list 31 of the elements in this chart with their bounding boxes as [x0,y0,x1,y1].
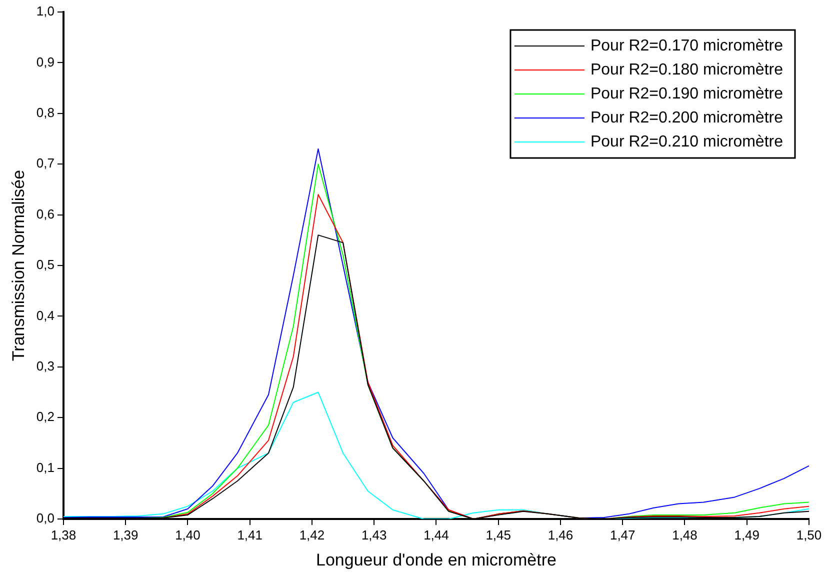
x-axis-title: Longueur d'onde en micromètre [316,550,556,570]
y-tick-label: 1,0 [36,4,54,19]
y-axis-title: Transmission Normalisée [8,170,28,362]
x-tick-label: 1,40 [175,527,200,542]
y-tick-label: 0,5 [36,257,54,272]
x-tick-label: 1,43 [361,527,387,542]
y-tick-label: 0,7 [36,156,54,171]
x-tick-label: 1,48 [672,527,698,542]
x-tick-label: 1,42 [299,527,325,542]
x-tick-label: 1,49 [734,527,760,542]
y-tick-label: 0,4 [36,308,54,323]
y-tick-label: 0,1 [36,460,54,475]
x-tick-label: 1,50 [796,527,822,542]
y-tick-label: 0,8 [36,104,54,120]
x-tick-label: 1,41 [237,527,263,542]
legend-label: Pour R2=0.180 micromètre [590,61,784,78]
x-tick-label: 1,46 [548,527,574,542]
x-tick-label: 1,44 [424,527,449,542]
legend-label: Pour R2=0.200 micromètre [590,109,784,126]
legend-label: Pour R2=0.190 micromètre [590,85,784,102]
y-tick-label: 0,3 [36,358,54,374]
y-tick-label: 0,6 [36,206,54,222]
y-tick-label: 0,9 [36,54,54,70]
legend-label: Pour R2=0.170 micromètre [590,37,784,54]
x-tick-label: 1,39 [112,527,138,542]
y-tick-label: 0,0 [36,510,54,526]
x-tick-label: 1,45 [486,527,512,542]
y-tick-label: 0,2 [36,409,54,424]
x-tick-label: 1,38 [50,527,76,542]
x-tick-label: 1,47 [610,527,636,542]
legend-label: Pour R2=0.210 micromètre [590,133,784,150]
